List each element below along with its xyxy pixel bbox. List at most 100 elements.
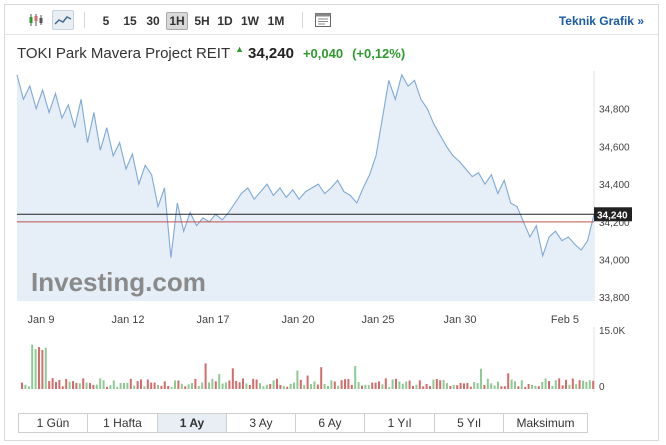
volume-bar — [163, 381, 166, 389]
volume-bar — [327, 385, 329, 389]
volume-bar — [51, 378, 54, 389]
timeframe-15-button[interactable]: 15 — [123, 14, 137, 28]
volume-bar — [544, 378, 547, 389]
x-axis-tick-label: Feb 5 — [551, 314, 579, 326]
timeframe-5h-button[interactable]: 5H — [194, 14, 210, 28]
line-chart-icon[interactable] — [52, 10, 74, 30]
x-axis-tick-label: Jan 17 — [196, 314, 229, 326]
price-change-percent: (+0,12%) — [352, 45, 406, 61]
volume-bar — [265, 384, 268, 389]
volume-bar — [316, 384, 319, 389]
volume-bar — [592, 380, 595, 389]
volume-bar — [578, 380, 581, 389]
timeframe-5-button[interactable]: 5 — [102, 14, 110, 28]
period-tab-1-hafta[interactable]: 1 Hafta — [88, 414, 158, 432]
last-price: 34,240 — [248, 44, 294, 62]
timeframe-30-button[interactable]: 30 — [146, 14, 160, 28]
volume-bar — [323, 384, 326, 389]
volume-bar — [48, 381, 51, 389]
volume-bar — [486, 378, 489, 389]
volume-bar — [514, 381, 516, 389]
volume-bar — [401, 383, 404, 389]
volume-bar — [575, 384, 578, 389]
volume-bar — [476, 383, 479, 389]
volume-bar — [483, 384, 486, 389]
volume-axis-tick-label: 15.0K — [599, 326, 625, 337]
volume-bar — [310, 384, 312, 389]
volume-bar — [408, 380, 411, 389]
volume-bar — [459, 382, 462, 389]
y-axis-tick-label: 34,800 — [599, 105, 630, 116]
volume-bar — [320, 367, 323, 389]
volume-bar — [439, 380, 442, 389]
volume-bar — [167, 386, 170, 389]
period-tab-maksimum[interactable]: Maksimum — [504, 414, 587, 432]
volume-bar — [146, 379, 149, 389]
period-tab-6-ay[interactable]: 6 Ay — [296, 414, 365, 432]
volume-bar — [330, 380, 333, 389]
timeframe-1d-button[interactable]: 1D — [217, 14, 233, 28]
y-axis-tick-label: 34,000 — [599, 256, 630, 267]
volume-bar — [415, 384, 418, 389]
volume-bar — [503, 386, 506, 389]
volume-bar — [551, 385, 554, 389]
volume-bar — [89, 382, 91, 389]
period-tab-5-yıl[interactable]: 5 Yıl — [435, 414, 504, 432]
volume-bar — [524, 386, 527, 389]
volume-bar — [333, 381, 336, 389]
volume-bar — [452, 385, 455, 389]
period-tab-1-ay[interactable]: 1 Ay — [158, 414, 227, 432]
volume-bar — [493, 385, 496, 389]
candlestick-chart-icon[interactable] — [25, 10, 47, 30]
technical-chart-link[interactable]: Teknik Grafik » — [558, 14, 644, 28]
volume-bar — [517, 386, 520, 389]
timeframe-1w-button[interactable]: 1W — [241, 14, 259, 28]
period-tab-1-yıl[interactable]: 1 Yıl — [365, 414, 435, 432]
volume-bar — [231, 368, 234, 389]
last-price-badge — [594, 207, 632, 222]
x-axis-tick-label: Jan 20 — [281, 314, 314, 326]
volume-bar — [235, 380, 238, 389]
chart-settings-icon[interactable] — [312, 10, 334, 30]
period-tab-1-gün[interactable]: 1 Gün — [19, 414, 88, 432]
volume-bar — [340, 380, 343, 389]
volume-bar — [344, 379, 346, 389]
price-chart[interactable]: Investing.com 34,80034,60034,40034,20034… — [5, 5, 660, 405]
toolbar-divider — [302, 12, 303, 28]
volume-bar — [75, 382, 78, 389]
volume-bar — [160, 385, 163, 389]
last-price-badge-label: 34,240 — [597, 210, 628, 221]
y-axis-tick-label: 34,600 — [599, 142, 630, 153]
volume-bar — [554, 380, 557, 389]
volume-bar — [140, 379, 142, 389]
timeframe-1h-button[interactable]: 1H — [166, 12, 188, 30]
period-tab-3-ay[interactable]: 3 Ay — [227, 414, 296, 432]
volume-bar — [435, 379, 438, 389]
volume-bar — [150, 382, 153, 389]
volume-bar — [561, 385, 564, 389]
volume-bar — [204, 363, 207, 389]
volume-bar — [68, 381, 71, 389]
volume-bar — [296, 370, 299, 389]
volume-bar — [41, 350, 44, 389]
volume-bar — [282, 385, 285, 389]
volume-bar — [425, 384, 428, 389]
volume-bar — [157, 384, 159, 389]
volume-bar — [367, 385, 370, 389]
volume-bar — [153, 382, 156, 389]
volume-bar — [44, 347, 47, 389]
volume-bar — [395, 378, 397, 389]
volume-bar — [497, 381, 499, 389]
volume-bar — [174, 380, 176, 389]
volume-bar — [469, 386, 472, 389]
volume-bar — [126, 382, 129, 389]
timeframe-1m-button[interactable]: 1M — [267, 14, 285, 28]
volume-bar — [201, 382, 204, 389]
chart-widget: 5 15 30 1H 5H 1D 1W 1M Teknik Grafik » TOKI Par… — [4, 4, 659, 441]
volume-bar — [82, 378, 85, 389]
volume-bar — [286, 386, 289, 389]
volume-bar — [177, 380, 180, 389]
volume-bar — [225, 382, 227, 389]
x-axis-tick-label: Jan 25 — [361, 314, 394, 326]
volume-bar — [361, 385, 363, 389]
